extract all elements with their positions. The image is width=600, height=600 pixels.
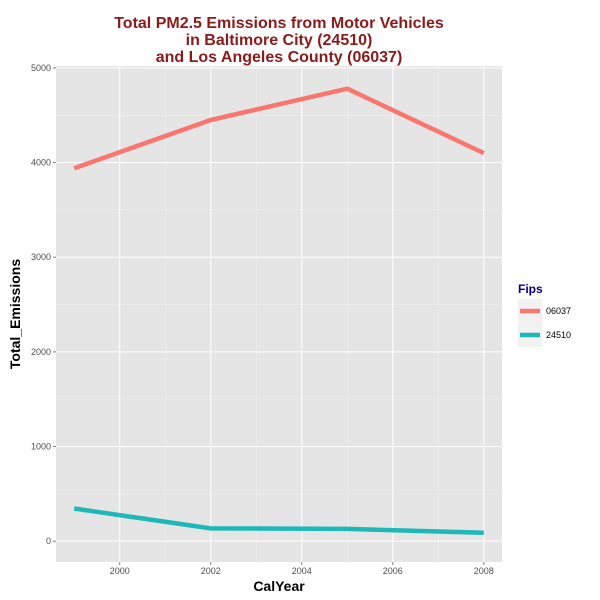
series-line-24510: [73, 506, 484, 536]
x-tick-label: 2006: [383, 566, 403, 576]
grid-minor: [56, 66, 502, 562]
chart-title-line: and Los Angeles County (06037): [156, 49, 403, 66]
legend-label: 24510: [546, 330, 571, 340]
legend-items: 06037 24510: [518, 299, 571, 347]
x-axis-title: CalYear: [253, 578, 305, 594]
y-tick-label: 2000: [31, 347, 51, 357]
chart-title-line: in Baltimore City (24510): [186, 32, 373, 49]
series-lines: [73, 86, 485, 536]
legend: Fips 06037 24510: [518, 282, 571, 347]
y-tick-label: 0: [46, 536, 51, 546]
y-tick-label: 5000: [31, 63, 51, 73]
grid-major: [56, 66, 502, 562]
x-tick-label: 2000: [110, 566, 130, 576]
x-tick-label: 2002: [201, 566, 221, 576]
x-axis: 2000 2002 2004 2006 2008: [110, 562, 494, 576]
y-axis: 0 1000 2000 3000 4000 5000: [31, 63, 56, 546]
series-line-06037: [73, 86, 485, 171]
chart-title: Total PM2.5 Emissions from Motor Vehicle…: [114, 15, 444, 66]
y-tick-label: 4000: [31, 158, 51, 168]
y-tick-label: 3000: [31, 252, 51, 262]
y-axis-title: Total_Emissions: [7, 259, 23, 369]
chart-title-line: Total PM2.5 Emissions from Motor Vehicle…: [114, 15, 444, 32]
legend-title: Fips: [518, 282, 543, 296]
plot-panel: [56, 66, 502, 562]
legend-label: 06037: [546, 306, 571, 316]
x-tick-label: 2004: [292, 566, 312, 576]
x-tick-label: 2008: [474, 566, 494, 576]
y-tick-label: 1000: [31, 442, 51, 452]
